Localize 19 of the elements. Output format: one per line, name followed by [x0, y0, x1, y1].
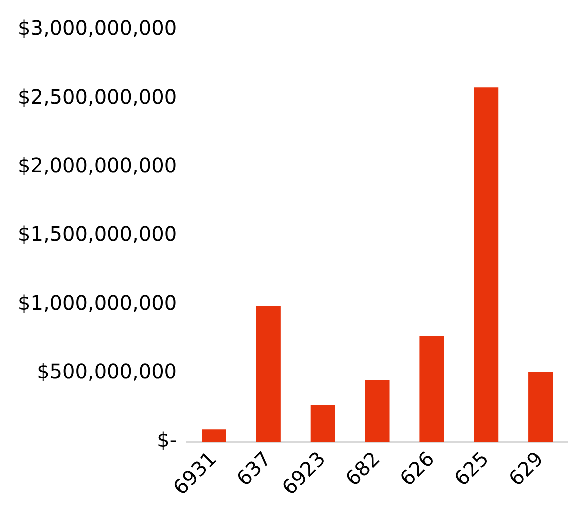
bar	[528, 372, 554, 442]
y-tick-label: $500,000,000	[37, 360, 178, 384]
x-tick-label: 637	[232, 446, 276, 491]
y-tick-label: $2,500,000,000	[18, 84, 178, 109]
x-tick-label: 682	[340, 446, 385, 491]
y-tick-label: $1,500,000,000	[18, 222, 178, 246]
bar	[420, 336, 444, 442]
y-tick-label: $3,000,000,000	[18, 16, 178, 40]
y-tick-label: $1,000,000,000	[18, 290, 178, 315]
x-tick-label: 625	[450, 446, 494, 491]
bar	[202, 430, 226, 442]
bar	[256, 306, 281, 442]
bar	[365, 380, 390, 442]
y-tick-label: $2,000,000,000	[18, 154, 178, 178]
y-tick-label: $-	[157, 428, 178, 452]
bar	[474, 88, 499, 442]
x-tick-label: 629	[504, 446, 548, 491]
x-tick-label: 626	[395, 446, 440, 491]
bar	[310, 404, 336, 442]
